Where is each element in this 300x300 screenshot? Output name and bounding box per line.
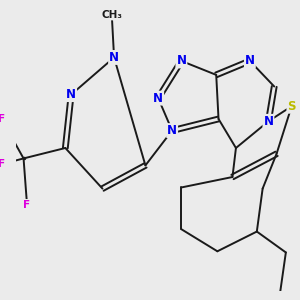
Text: N: N — [109, 51, 119, 64]
Text: N: N — [153, 92, 163, 105]
Text: N: N — [245, 55, 255, 68]
Text: N: N — [176, 55, 186, 68]
Text: F: F — [0, 114, 5, 124]
Text: N: N — [263, 115, 273, 128]
Text: N: N — [66, 88, 76, 101]
Text: F: F — [23, 200, 31, 210]
Text: CH₃: CH₃ — [101, 10, 122, 20]
Text: S: S — [287, 100, 296, 113]
Text: N: N — [167, 124, 177, 137]
Text: F: F — [0, 159, 5, 169]
